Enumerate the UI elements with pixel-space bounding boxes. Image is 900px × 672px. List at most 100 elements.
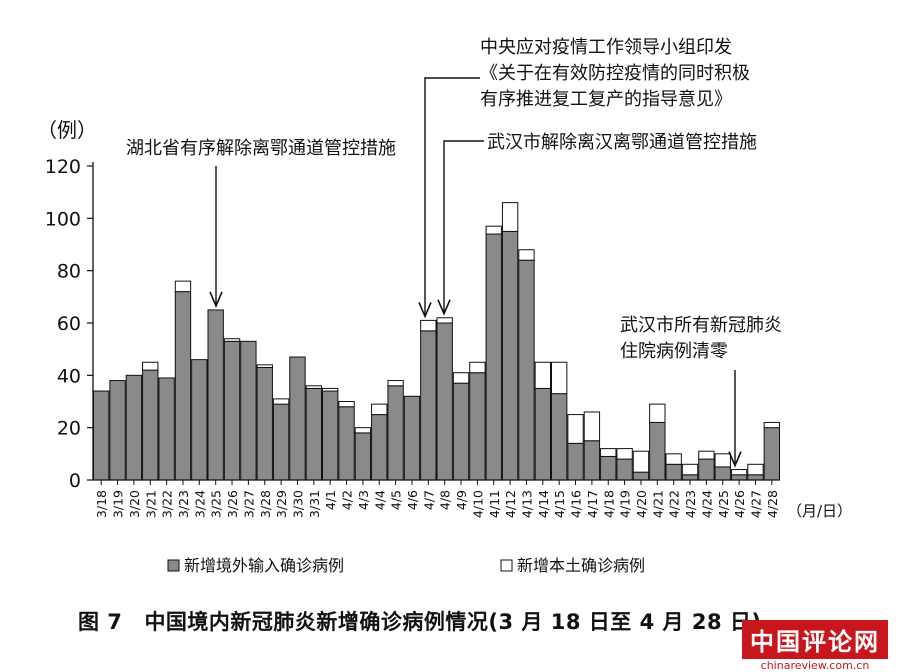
bar-imported-4/2: [338, 406, 355, 481]
bar-local-3/23: [174, 280, 192, 293]
x-tick-label-3/21: 3/21: [143, 490, 158, 518]
x-tick-label-4/20: 4/20: [634, 490, 649, 518]
annotation-3-arrow-head: [437, 299, 451, 316]
bar-local-4/2: [338, 401, 355, 408]
x-tick-label-4/25: 4/25: [716, 490, 731, 518]
figure-caption: 图 7 中国境内新冠肺炎新增确诊病例情况(3 月 18 日至 4 月 28 日): [78, 606, 761, 636]
y-tick-label-80: 80: [57, 261, 81, 283]
bar-imported-4/6: [403, 395, 421, 481]
x-tick-label-4/18: 4/18: [601, 490, 616, 518]
bar-imported-4/19: [616, 458, 633, 481]
bar-local-4/28: [763, 421, 781, 429]
bar-imported-3/19: [109, 380, 126, 481]
annotation-2-line-1: 中央应对疫情工作领导小组印发: [480, 37, 732, 58]
bar-imported-4/14: [534, 387, 552, 481]
x-tick-label-4/21: 4/21: [650, 490, 665, 518]
bar-imported-4/11: [485, 233, 502, 481]
x-tick-label-3/29: 3/29: [274, 490, 289, 518]
bar-local-4/8: [436, 317, 453, 324]
x-tick-label-3/23: 3/23: [176, 490, 191, 518]
bar-local-4/11: [485, 225, 502, 235]
legend-label-1: 新增境外输入确诊病例: [184, 556, 344, 575]
bar-imported-4/1: [322, 390, 339, 481]
x-tick-label-4/14: 4/14: [536, 490, 551, 518]
bar-local-4/23: [681, 463, 699, 476]
bar-imported-4/4: [371, 414, 388, 481]
bar-local-4/16: [567, 414, 584, 444]
bar-imported-4/23: [681, 474, 699, 481]
bar-imported-4/27: [747, 474, 764, 481]
bar-local-4/21: [649, 403, 666, 423]
bar-imported-3/29: [272, 403, 290, 481]
bar-imported-4/21: [649, 421, 666, 481]
y-tick-label-60: 60: [57, 313, 81, 335]
x-tick-label-4/2: 4/2: [340, 490, 355, 510]
bar-imported-3/21: [142, 369, 159, 481]
bar-imported-4/15: [551, 393, 568, 481]
bar-imported-3/30: [289, 356, 306, 481]
x-tick-label-3/24: 3/24: [192, 490, 207, 518]
x-tick-label-4/6: 4/6: [405, 490, 420, 510]
annotation-1-arrow-head: [209, 291, 223, 308]
bar-local-4/24: [698, 450, 715, 460]
x-tick-label-4/9: 4/9: [454, 490, 469, 510]
bar-imported-3/22: [158, 377, 175, 481]
plot-area: [93, 202, 781, 481]
bar-local-4/18: [600, 448, 617, 457]
bar-imported-4/12: [501, 230, 519, 481]
watermark-text: 中国评论网: [742, 620, 888, 659]
bar-local-3/21: [142, 361, 159, 371]
bar-imported-3/24: [191, 359, 208, 481]
x-tick-label-3/28: 3/28: [258, 490, 273, 518]
bar-local-4/20: [632, 450, 650, 473]
x-tick-label-4/4: 4/4: [372, 490, 387, 510]
bar-imported-3/26: [223, 340, 241, 481]
x-tick-label-4/23: 4/23: [683, 490, 698, 518]
annotation-3-arrow-line: [443, 140, 484, 314]
x-axis-label: （月/日）: [787, 502, 852, 520]
annotation-2-line-3: 有序推进复工复产的指导意见》: [480, 89, 732, 110]
bar-local-4/17: [583, 411, 601, 442]
legend-label-2: 新增本土确诊病例: [517, 556, 645, 575]
bar-local-4/27: [747, 463, 764, 476]
bar-imported-3/28: [256, 366, 273, 481]
annotation-4-line-2: 住院病例清零: [620, 341, 728, 362]
legend-swatch-2: [500, 559, 513, 572]
bar-imported-4/8: [436, 322, 453, 481]
bar-local-4/19: [616, 448, 633, 460]
bar-imported-4/28: [763, 427, 781, 481]
x-tick-label-3/20: 3/20: [127, 490, 142, 518]
x-tick-label-4/11: 4/11: [487, 490, 502, 518]
bar-imported-4/18: [600, 455, 617, 481]
y-tick-label-0: 0: [69, 470, 81, 492]
x-tick-label-4/22: 4/22: [667, 490, 682, 518]
y-tick-label-20: 20: [57, 418, 81, 440]
bar-local-4/25: [714, 453, 731, 468]
bar-imported-4/7: [420, 330, 437, 481]
bar-imported-3/18: [93, 390, 110, 481]
bar-imported-4/22: [665, 463, 682, 481]
y-tick-label-40: 40: [57, 365, 81, 387]
bar-local-4/12: [501, 202, 519, 232]
bar-imported-3/25: [207, 309, 224, 481]
bar-local-3/29: [272, 398, 290, 405]
bar-local-4/15: [551, 361, 568, 395]
x-tick-label-4/1: 4/1: [323, 490, 338, 510]
x-tick-label-4/28: 4/28: [765, 490, 780, 518]
annotation-1-line-1: 湖北省有序解除离鄂通道管控措施: [126, 138, 396, 159]
x-tick-label-4/24: 4/24: [699, 490, 714, 518]
bar-local-4/7: [420, 319, 437, 332]
x-tick-label-4/8: 4/8: [438, 490, 453, 510]
bar-local-4/4: [371, 403, 388, 416]
bar-imported-4/26: [730, 474, 748, 481]
x-tick-label-3/30: 3/30: [290, 490, 305, 518]
bar-local-4/26: [730, 469, 748, 476]
x-tick-label-4/26: 4/26: [732, 490, 747, 518]
watermark-logo: 中国评论网 chinareview.com.cn: [742, 620, 888, 672]
bar-imported-4/9: [452, 382, 470, 481]
bar-local-3/26: [223, 338, 241, 342]
bar-imported-3/27: [240, 340, 257, 481]
annotation-2-arrow-line: [424, 77, 480, 317]
